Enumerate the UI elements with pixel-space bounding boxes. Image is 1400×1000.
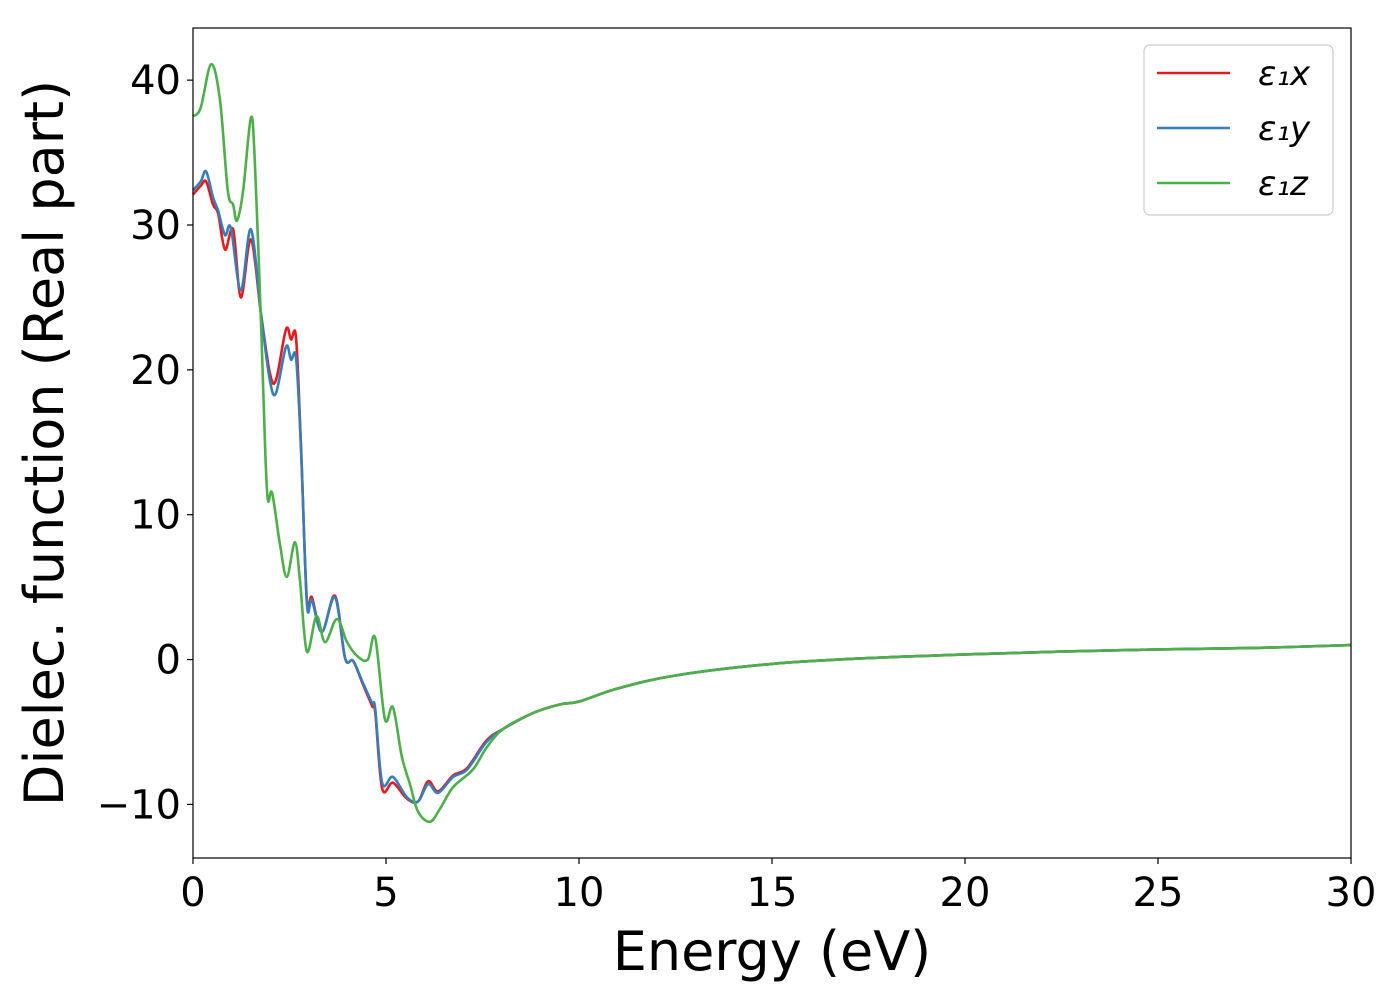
x-tick-label: 25: [1133, 870, 1184, 916]
x-tick-label: 5: [373, 870, 398, 916]
x-tick-label: 30: [1326, 870, 1377, 916]
x-tick-label: 15: [747, 870, 798, 916]
x-axis-ticks: 0 5 10 15 20 25 30: [180, 858, 1376, 916]
legend-label-0: ε₁x: [1258, 54, 1311, 94]
series-lines: [192, 62, 1352, 824]
x-tick-label: 20: [940, 870, 991, 916]
series-line-0: [192, 179, 1352, 805]
y-tick-label: −10: [97, 782, 181, 828]
legend-label-2: ε₁z: [1258, 164, 1309, 204]
x-axis-label: Energy (eV): [613, 920, 932, 983]
legend-frame: [1143, 44, 1334, 216]
y-axis-ticks: −10 0 10 20 30 40: [97, 58, 193, 828]
series-line-1: [192, 169, 1352, 804]
y-tick-label: 40: [130, 58, 181, 104]
legend: ε₁x ε₁y ε₁z: [1143, 44, 1334, 216]
series-line-2: [192, 62, 1352, 824]
x-tick-label: 0: [180, 870, 205, 916]
x-tick-label: 10: [554, 870, 605, 916]
y-tick-label: 0: [156, 638, 181, 684]
y-tick-label: 30: [130, 203, 181, 249]
y-tick-label: 20: [130, 348, 181, 394]
y-tick-label: 10: [130, 493, 181, 539]
y-axis-label: Dielec. function (Real part): [13, 80, 76, 806]
legend-label-1: ε₁y: [1258, 109, 1311, 149]
